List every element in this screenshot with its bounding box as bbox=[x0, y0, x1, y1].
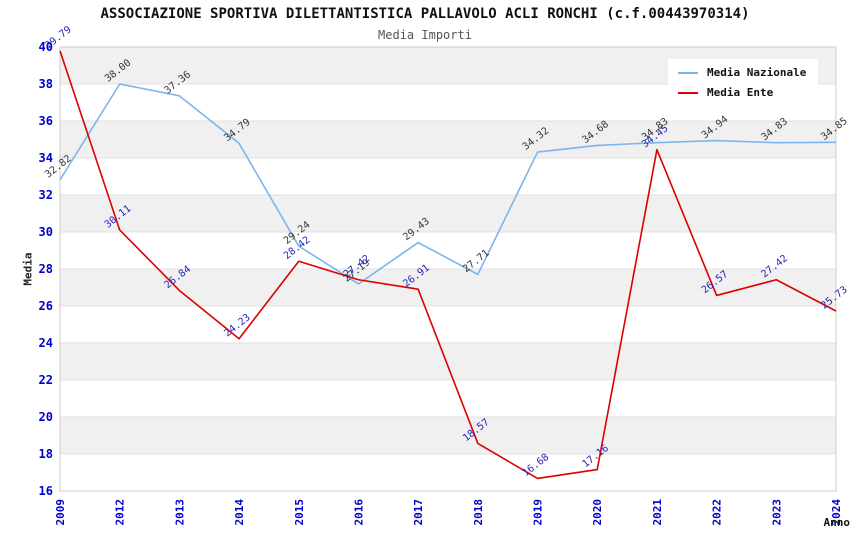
y-tick-label: 16 bbox=[39, 484, 53, 498]
grid-band bbox=[60, 269, 836, 306]
grid-band bbox=[60, 121, 836, 158]
x-tick-label: 2009 bbox=[54, 499, 67, 526]
y-tick-label: 20 bbox=[39, 410, 53, 424]
point-label: 16.68 bbox=[521, 452, 551, 479]
y-tick-label: 24 bbox=[39, 336, 53, 350]
legend: Media Nazionale Media Ente bbox=[668, 59, 819, 106]
x-tick-label: 2022 bbox=[711, 499, 724, 526]
y-axis-title: Media bbox=[21, 252, 35, 286]
legend-label: Media Nazionale bbox=[707, 66, 807, 79]
y-tick-label: 30 bbox=[39, 225, 53, 239]
y-tick-label: 28 bbox=[39, 262, 53, 276]
y-tick-label: 22 bbox=[39, 373, 53, 387]
x-axis-title: Anno bbox=[823, 516, 850, 529]
chart-title: ASSOCIAZIONE SPORTIVA DILETTANTISTICA PA… bbox=[100, 6, 750, 22]
legend-item-media-ente: Media Ente bbox=[678, 86, 806, 99]
legend-swatch-ente-icon bbox=[678, 91, 698, 94]
y-tick-label: 36 bbox=[39, 114, 53, 128]
legend-label: Media Ente bbox=[707, 86, 774, 99]
x-tick-label: 2013 bbox=[173, 499, 186, 526]
legend-item-media-nazionale: Media Nazionale bbox=[678, 66, 806, 79]
y-tick-label: 32 bbox=[39, 188, 53, 202]
y-tick-label: 40 bbox=[39, 40, 53, 54]
y-tick-label: 34 bbox=[39, 151, 53, 165]
y-tick-label: 26 bbox=[39, 299, 53, 313]
grid-band bbox=[60, 195, 836, 232]
x-tick-label: 2018 bbox=[472, 499, 485, 526]
y-tick-label: 38 bbox=[39, 77, 53, 91]
grid-band bbox=[60, 343, 836, 380]
x-tick-label: 2017 bbox=[412, 499, 425, 526]
x-tick-label: 2021 bbox=[651, 499, 664, 526]
x-tick-label: 2023 bbox=[770, 499, 783, 526]
x-tick-label: 2014 bbox=[233, 499, 246, 526]
chart-subtitle: Media Importi bbox=[378, 28, 472, 42]
x-tick-label: 2020 bbox=[591, 499, 604, 526]
y-tick-label: 18 bbox=[39, 447, 53, 461]
x-tick-label: 2016 bbox=[352, 499, 365, 526]
series-line-media-nazionale bbox=[59, 83, 837, 285]
series-line-media-ente bbox=[59, 50, 837, 480]
x-tick-label: 2019 bbox=[532, 499, 545, 526]
plot-border bbox=[59, 46, 837, 492]
grid-band bbox=[60, 417, 836, 454]
x-tick-label: 2012 bbox=[114, 499, 127, 526]
legend-swatch-nazionale-icon bbox=[678, 71, 698, 74]
x-tick-label: 2015 bbox=[293, 499, 306, 526]
x-tick-label: 2024 bbox=[830, 499, 843, 526]
